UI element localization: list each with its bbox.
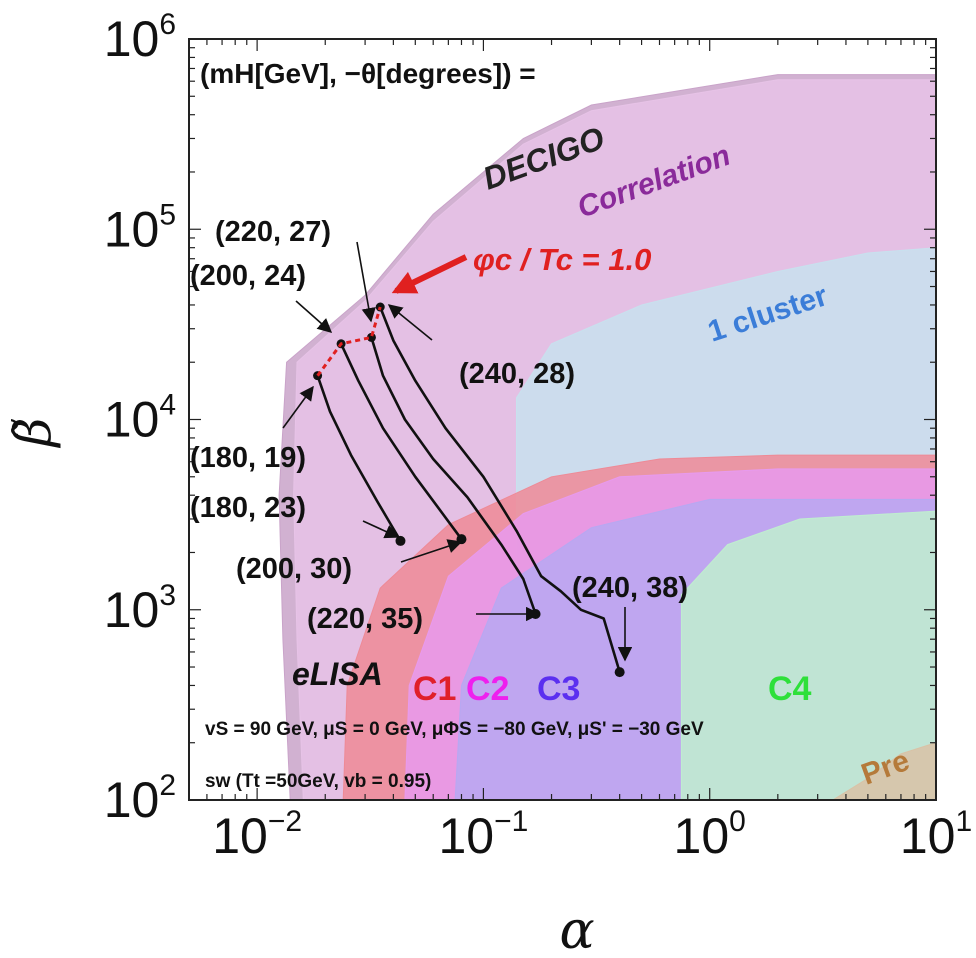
point-label-180-19: (180, 19) (190, 442, 306, 474)
x-tick-labels: 10−2 10−1 100 101 (212, 805, 972, 864)
y-tick-label: 105 (104, 198, 176, 257)
critical-curve-line (316, 306, 382, 377)
y-tick-label: 104 (104, 389, 176, 448)
region-label-c2: C2 (466, 670, 509, 708)
point-label-240-28: (240, 28) (459, 358, 575, 390)
point-label-180-23: (180, 23) (190, 492, 306, 524)
y-tick-label: 106 (104, 8, 176, 67)
region-label-elisa: eLISA (292, 656, 383, 692)
series-start-point-220-27 (366, 332, 376, 342)
region-layer (278, 74, 936, 800)
y-tick-label: 102 (104, 769, 176, 828)
label-arrows (282, 241, 633, 662)
region-pre (831, 742, 936, 800)
region-c4 (680, 510, 936, 800)
point-label-220-35: (220, 35) (307, 603, 423, 635)
arrow-200-24 (295, 300, 333, 333)
arrow-180-19 (282, 385, 314, 429)
parameters-line-2: sw (Tt =50GeV, vb = 0.95) (205, 771, 431, 792)
point-label-200-30: (200, 30) (236, 553, 352, 585)
x-axis-label: α (559, 901, 594, 958)
arrow-240-28 (387, 304, 433, 341)
plot-frame (188, 38, 937, 801)
arrow-200-30 (400, 539, 463, 563)
series-line-180-19 (316, 375, 402, 542)
series-end-point-240-38 (614, 667, 625, 678)
point-label-220-27: (220, 27) (215, 216, 331, 248)
y-tick-labels: 102 103 104 105 106 (104, 8, 176, 828)
series-line-220-27 (370, 337, 537, 615)
x-tick-label: 10−1 (438, 805, 528, 864)
x-tick-label: 101 (900, 805, 972, 864)
y-axis-label: β̃ (4, 418, 62, 449)
point-label-240-38: (240, 38) (572, 572, 688, 604)
parameters-line-1: vS = 90 GeV, μS = 0 GeV, μΦS = −80 GeV, … (205, 719, 704, 740)
critical-label-arrow (391, 254, 468, 294)
critical-curve-label: φc / Tc = 1.0 (473, 242, 651, 277)
y-tick-label: 103 (104, 579, 176, 638)
arrow-180-23 (362, 520, 400, 539)
point-label-200-24: (200, 24) (190, 260, 306, 292)
arrow-220-27 (356, 241, 376, 323)
series-end-point-180-23 (395, 535, 406, 546)
x-tick-label: 10−2 (212, 805, 302, 864)
critical-curve-layer (316, 306, 382, 377)
series-line-200-24 (339, 343, 463, 540)
chart-header: (mH[GeV], −θ[degrees]) = (200, 58, 536, 89)
series-line-240-28 (378, 306, 621, 673)
region-label-c1: C1 (413, 670, 456, 708)
region-label-c3: C3 (537, 670, 580, 708)
x-tick-label: 100 (674, 805, 746, 864)
region-label-c4: C4 (768, 670, 812, 708)
